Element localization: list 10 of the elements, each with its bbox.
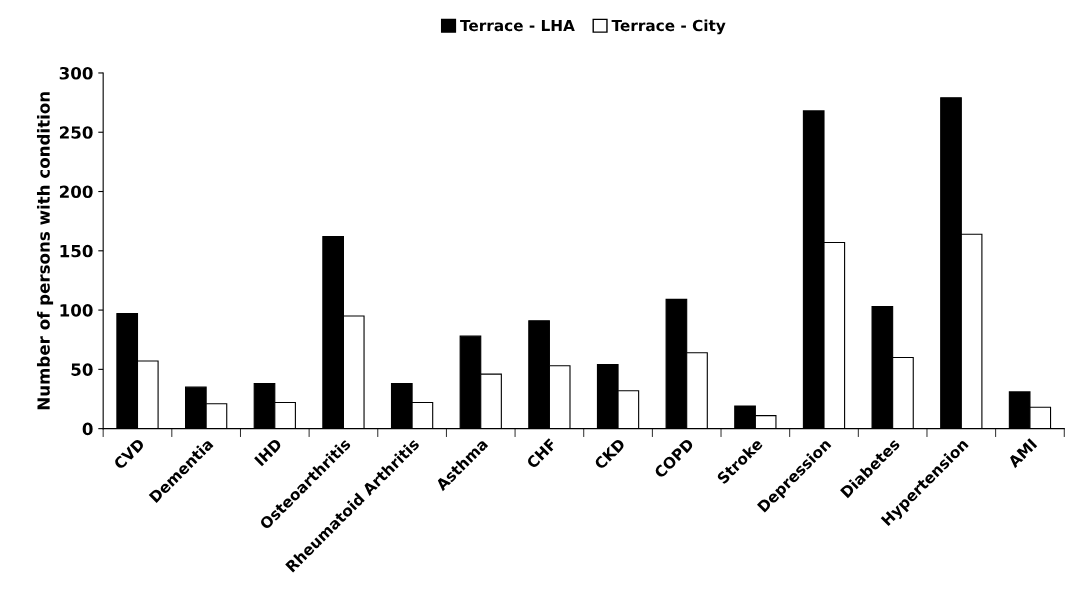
y-tick-label: 0: [82, 422, 93, 436]
y-tick-label: 200: [59, 185, 93, 199]
y-tick-label: 100: [60, 304, 93, 317]
y-tick-label: 150: [60, 244, 93, 258]
legend-label: Terrace - LHA: [460, 19, 575, 32]
legend-label: Terrace - City: [611, 19, 726, 35]
y-axis-title: Number of persons with condition: [36, 92, 54, 410]
y-tick-label: 300: [59, 66, 93, 80]
y-tick-label: 50: [71, 363, 93, 376]
y-tick-label: 250: [59, 126, 93, 139]
